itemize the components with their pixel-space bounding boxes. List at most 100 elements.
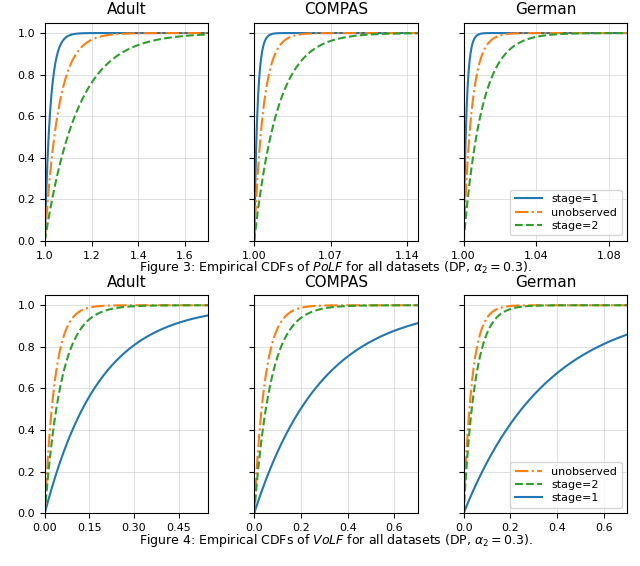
Line: stage=1: stage=1 xyxy=(45,315,209,513)
unobserved xyxy=(548,302,556,308)
unobserved xyxy=(460,510,467,517)
stage=2 xyxy=(205,31,212,38)
stage=1 xyxy=(620,29,627,36)
stage=2 xyxy=(329,304,337,311)
stage=2 xyxy=(328,37,336,44)
stage=2 xyxy=(120,49,127,55)
unobserved xyxy=(200,29,208,36)
stage=1 xyxy=(205,312,212,319)
stage=2 xyxy=(120,303,127,310)
unobserved xyxy=(175,29,183,36)
stage=2 xyxy=(175,302,183,308)
unobserved xyxy=(594,302,602,308)
stage=2 xyxy=(328,304,336,311)
stage=1 xyxy=(328,367,336,374)
Line: unobserved: unobserved xyxy=(45,305,209,513)
stage=2 xyxy=(175,33,183,40)
unobserved xyxy=(410,29,418,36)
stage=1 xyxy=(118,29,126,36)
stage=1 xyxy=(129,342,137,349)
unobserved xyxy=(620,302,627,308)
stage=2 xyxy=(200,31,208,38)
stage=1 xyxy=(548,29,556,36)
unobserved xyxy=(205,29,212,36)
stage=2 xyxy=(460,510,467,517)
stage=1 xyxy=(460,510,467,517)
Line: stage=1: stage=1 xyxy=(254,323,418,513)
Legend: unobserved, stage=2, stage=1: unobserved, stage=2, stage=1 xyxy=(510,462,621,508)
Line: stage=2: stage=2 xyxy=(45,35,209,241)
unobserved xyxy=(175,302,183,308)
stage=1 xyxy=(414,29,422,36)
stage=1 xyxy=(329,29,337,36)
stage=1 xyxy=(129,29,137,36)
Title: German: German xyxy=(515,275,576,290)
stage=1 xyxy=(594,344,602,350)
stage=1 xyxy=(385,330,392,337)
stage=2 xyxy=(460,238,467,245)
unobserved xyxy=(623,302,631,308)
unobserved xyxy=(385,302,392,308)
stage=2 xyxy=(538,32,546,39)
unobserved xyxy=(538,302,545,308)
unobserved xyxy=(328,29,336,36)
stage=1 xyxy=(329,366,337,372)
Line: stage=2: stage=2 xyxy=(45,305,209,513)
unobserved xyxy=(118,302,126,308)
stage=1 xyxy=(594,29,602,36)
stage=1 xyxy=(348,350,355,357)
stage=1 xyxy=(138,29,146,36)
stage=1 xyxy=(41,510,49,517)
stage=2 xyxy=(385,31,392,37)
stage=2 xyxy=(138,302,146,309)
unobserved xyxy=(329,29,337,36)
stage=1 xyxy=(548,374,556,381)
unobserved xyxy=(129,302,137,308)
unobserved xyxy=(120,302,127,308)
Line: unobserved: unobserved xyxy=(463,33,627,241)
stage=2 xyxy=(138,40,146,47)
Line: stage=1: stage=1 xyxy=(463,33,627,241)
stage=2 xyxy=(250,510,258,517)
Title: German: German xyxy=(515,2,576,18)
Line: stage=1: stage=1 xyxy=(254,33,418,241)
Line: stage=2: stage=2 xyxy=(463,33,627,241)
stage=1 xyxy=(339,357,347,364)
unobserved xyxy=(538,29,546,36)
stage=2 xyxy=(250,238,258,245)
unobserved xyxy=(538,29,545,36)
Text: Figure 3: Empirical CDFs of $PoLF$ for all datasets (DP, $\alpha_2 = 0.3$).: Figure 3: Empirical CDFs of $PoLF$ for a… xyxy=(140,259,532,276)
Line: unobserved: unobserved xyxy=(254,33,418,241)
stage=2 xyxy=(557,31,565,37)
Title: Adult: Adult xyxy=(107,275,147,290)
Line: stage=2: stage=2 xyxy=(254,33,418,241)
unobserved xyxy=(538,302,546,308)
stage=2 xyxy=(118,304,126,311)
Line: unobserved: unobserved xyxy=(463,305,627,513)
stage=2 xyxy=(348,302,355,309)
stage=2 xyxy=(129,44,137,50)
stage=1 xyxy=(118,351,126,358)
stage=1 xyxy=(250,238,258,245)
unobserved xyxy=(118,31,126,37)
unobserved xyxy=(138,30,146,37)
stage=1 xyxy=(385,29,392,36)
stage=2 xyxy=(548,302,556,308)
Line: unobserved: unobserved xyxy=(45,33,209,241)
stage=2 xyxy=(538,302,545,309)
unobserved xyxy=(329,302,337,309)
unobserved xyxy=(620,29,627,36)
stage=1 xyxy=(538,29,546,36)
unobserved xyxy=(328,302,336,309)
unobserved xyxy=(250,510,258,517)
stage=1 xyxy=(339,29,347,36)
stage=2 xyxy=(410,302,418,308)
stage=1 xyxy=(538,29,545,36)
stage=2 xyxy=(414,302,422,308)
stage=1 xyxy=(410,321,418,328)
unobserved xyxy=(385,29,392,36)
stage=1 xyxy=(138,336,146,343)
unobserved xyxy=(41,510,49,517)
stage=2 xyxy=(348,33,355,40)
stage=2 xyxy=(414,30,422,37)
